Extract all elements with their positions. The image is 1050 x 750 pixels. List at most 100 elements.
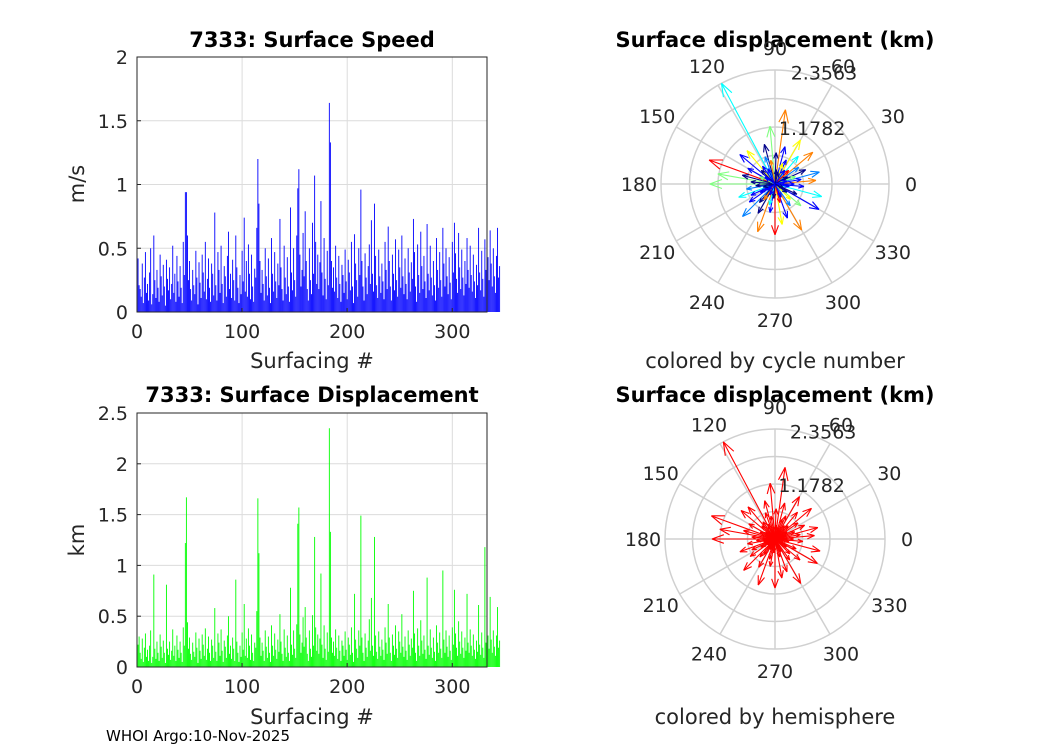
speed-bar <box>378 249 380 312</box>
displacement-bar <box>373 655 374 667</box>
speed-bar <box>398 249 400 312</box>
compass2-arrow <box>774 532 815 540</box>
compass1-spoke <box>774 126 875 185</box>
displacement-bar <box>309 648 311 667</box>
displacement-bar <box>278 651 280 667</box>
displacement-bar <box>258 553 260 667</box>
compass2-arrow <box>747 506 776 540</box>
displacement-bar <box>477 651 478 667</box>
displacement-bar <box>232 637 234 667</box>
speed-bar <box>450 299 452 312</box>
compass2-angle-label: 270 <box>757 661 793 683</box>
displacement-bar <box>328 428 330 667</box>
displacement-bar <box>426 577 428 667</box>
speed-bar <box>147 283 148 312</box>
speed-bar <box>382 281 384 312</box>
compass1-arrow <box>761 165 776 185</box>
displacement-bar <box>398 631 400 667</box>
speed-bar <box>272 273 274 312</box>
compass1-arrow <box>767 168 776 185</box>
displacement-bar <box>221 650 223 667</box>
displacement-bar <box>237 652 239 667</box>
displacement-bar <box>420 620 422 667</box>
displacement-y-tick-label: 1.5 <box>98 505 128 527</box>
speed-x-label: Surfacing # <box>250 349 374 373</box>
compass1-arrow <box>774 177 817 185</box>
displacement-bar <box>148 660 150 667</box>
displacement-bar <box>160 646 162 667</box>
speed-bar <box>407 248 409 312</box>
speed-bar <box>247 244 249 312</box>
displacement-bar <box>386 653 388 667</box>
speed-bar <box>244 291 246 312</box>
displacement-bar <box>488 648 490 667</box>
speed-bar <box>349 290 351 312</box>
displacement-bar <box>424 649 426 667</box>
speed-bar <box>165 259 167 312</box>
displacement-bar <box>332 652 333 667</box>
compass1-arrow <box>774 179 787 185</box>
compass1-angle-label: 240 <box>689 292 725 314</box>
speed-bar <box>414 252 415 312</box>
compass2-arrow <box>774 534 787 540</box>
speed-bar <box>464 261 466 312</box>
speed-x-tick-label: 0 <box>131 321 143 343</box>
speed-bar <box>318 289 320 312</box>
speed-bar <box>497 227 498 312</box>
speed-bar <box>149 272 151 312</box>
displacement-bar <box>449 650 451 667</box>
speed-bar <box>185 192 187 312</box>
speed-bar <box>461 249 463 312</box>
speed-bar <box>173 292 175 313</box>
speed-bar <box>273 291 275 312</box>
speed-bar <box>143 277 145 312</box>
speed-bar <box>151 304 153 312</box>
displacement-bar <box>304 607 306 667</box>
speed-bar <box>350 241 352 313</box>
speed-bar <box>360 189 362 312</box>
displacement-bar <box>428 654 430 667</box>
compass1-title: Surface displacement (km) <box>615 28 934 52</box>
displacement-bar <box>302 617 304 667</box>
speed-bar <box>408 272 410 312</box>
speed-bar <box>496 255 497 312</box>
speed-bar <box>275 281 277 312</box>
speed-bar <box>214 212 216 312</box>
speed-bar <box>397 296 399 312</box>
speed-bar <box>291 272 292 312</box>
displacement-bar <box>423 635 425 667</box>
speed-bar <box>236 267 238 313</box>
displacement-y-tick-label: 2 <box>116 454 128 476</box>
compass2-arrow <box>711 515 776 540</box>
displacement-bar <box>429 629 431 667</box>
compass1-angle-label: 0 <box>905 174 917 196</box>
speed-bar <box>271 238 272 312</box>
displacement-bar <box>254 642 256 667</box>
displacement-bar <box>291 644 292 667</box>
displacement-bar <box>171 650 173 667</box>
compass2-angle-label: 120 <box>691 415 727 437</box>
compass2-angle-label: 150 <box>643 463 679 485</box>
speed-bar <box>305 261 307 312</box>
speed-bar <box>174 273 176 312</box>
displacement-bar <box>357 657 359 667</box>
speed-bar <box>386 289 388 312</box>
compass1-arrow <box>774 176 788 185</box>
speed-bar <box>321 272 323 312</box>
displacement-bar <box>182 627 184 667</box>
speed-bar <box>440 280 442 313</box>
compass1-arrow <box>764 176 776 185</box>
displacement-bar <box>219 655 221 667</box>
compass1-arrow <box>774 183 785 225</box>
speed-bar <box>234 300 236 312</box>
displacement-bar <box>165 584 167 667</box>
speed-bar <box>470 275 472 312</box>
speed-bar <box>471 291 473 312</box>
displacement-bar <box>233 648 235 667</box>
speed-bar <box>420 231 422 312</box>
displacement-bar <box>473 649 475 667</box>
displacement-bar <box>401 614 403 667</box>
displacement-bar <box>142 661 144 667</box>
displacement-bar <box>378 631 380 667</box>
